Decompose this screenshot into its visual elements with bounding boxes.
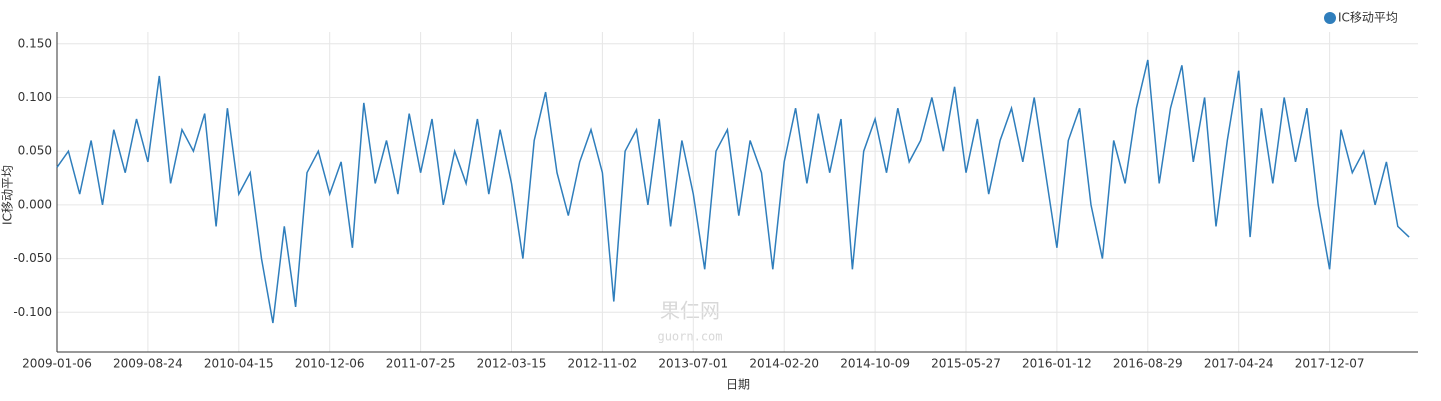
- x-tick-label: 2010-04-15: [204, 357, 274, 371]
- x-tick-label: 2012-03-15: [477, 357, 547, 371]
- x-tick-label: 2017-12-07: [1295, 357, 1365, 371]
- y-tick-label: -0.100: [13, 305, 52, 319]
- watermark-sub: guorn.com: [657, 330, 722, 344]
- x-tick-label: 2016-01-12: [1022, 357, 1092, 371]
- x-tick-label: 2009-08-24: [113, 357, 183, 371]
- x-tick-label: 2015-05-27: [931, 357, 1001, 371]
- x-tick-label: 2011-07-25: [386, 357, 456, 371]
- y-tick-label: 0.050: [18, 144, 52, 158]
- y-axis-label: IC移动平均: [1, 165, 15, 225]
- y-tick-label: -0.050: [13, 251, 52, 265]
- x-tick-label: 2012-11-02: [568, 357, 638, 371]
- x-tick-label: 2014-10-09: [840, 357, 910, 371]
- x-axis-label: 日期: [726, 378, 750, 392]
- line-series: [56, 59, 1410, 324]
- legend-marker: [1324, 12, 1336, 24]
- y-tick-label: 0.100: [18, 90, 52, 104]
- y-tick-label: 0.150: [18, 36, 52, 50]
- y-tick-label: 0.000: [18, 197, 52, 211]
- x-tick-label: 2017-04-24: [1204, 357, 1274, 371]
- x-tick-label: 2014-02-20: [749, 357, 819, 371]
- x-tick-label: 2009-01-06: [22, 357, 92, 371]
- x-tick-label: 2016-08-29: [1113, 357, 1183, 371]
- x-tick-label: 2010-12-06: [295, 357, 365, 371]
- watermark: 果仁网: [660, 299, 720, 323]
- x-tick-label: 2013-07-01: [658, 357, 728, 371]
- legend-label: IC移动平均: [1338, 11, 1398, 25]
